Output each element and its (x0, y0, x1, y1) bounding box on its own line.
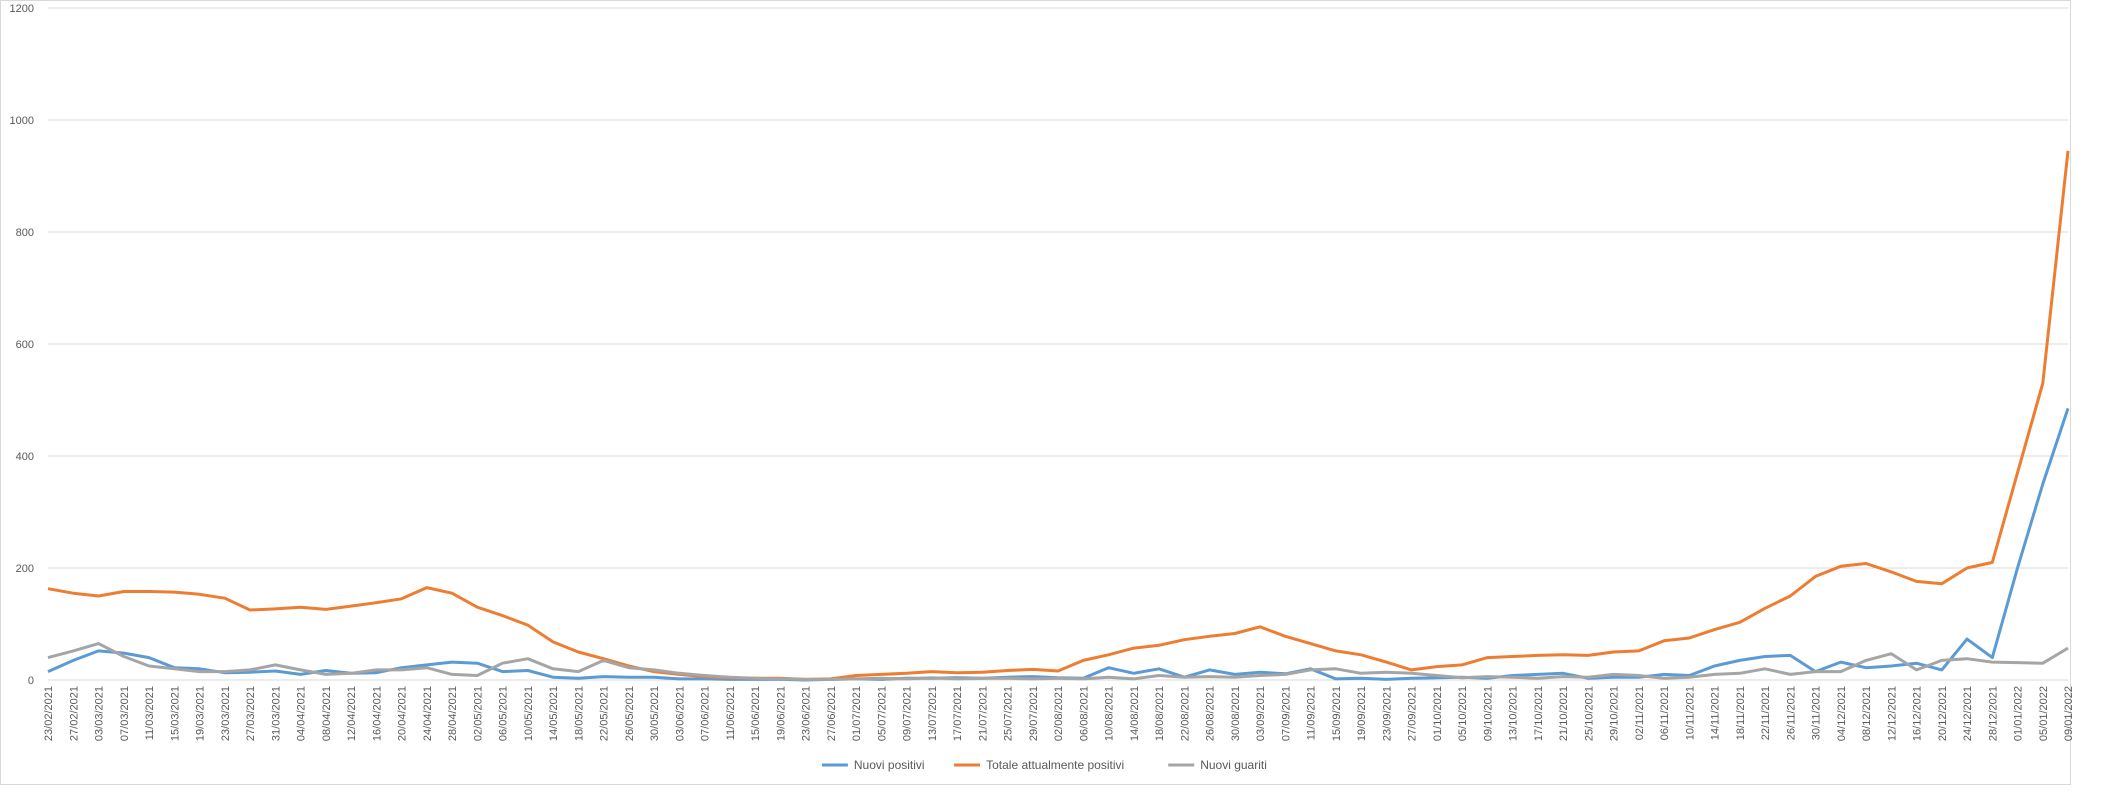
x-tick-label: 06/05/2021 (498, 686, 510, 741)
x-tick-label: 04/04/2021 (296, 686, 308, 741)
x-tick-label: 10/11/2021 (1684, 686, 1696, 740)
y-tick-label: 1000 (10, 115, 34, 127)
series-line (47, 642, 2069, 681)
x-tick-label: 12/12/2021 (1886, 686, 1898, 741)
x-tick-label: 19/09/2021 (1356, 686, 1368, 741)
y-tick-label: 200 (16, 563, 34, 575)
y-tick-label: 0 (28, 675, 34, 687)
x-tick-label: 03/09/2021 (1255, 686, 1267, 741)
x-tick-label: 15/09/2021 (1331, 686, 1343, 741)
x-tick-label: 21/07/2021 (977, 686, 989, 741)
x-tick-label: 25/10/2021 (1583, 686, 1595, 741)
x-tick-label: 07/06/2021 (700, 686, 712, 741)
x-tick-label: 23/09/2021 (1381, 686, 1393, 741)
x-tick-label: 11/03/2021 (144, 686, 156, 740)
x-tick-label: 03/03/2021 (94, 686, 106, 741)
x-tick-label: 10/08/2021 (1104, 686, 1116, 741)
x-tick-label: 24/12/2021 (1962, 686, 1974, 741)
x-tick-label: 22/11/2021 (1760, 686, 1772, 740)
x-tick-label: 13/10/2021 (1508, 686, 1520, 741)
x-tick-label: 01/10/2021 (1432, 686, 1444, 741)
y-tick-label: 1200 (10, 3, 34, 15)
x-tick-label: 29/07/2021 (1028, 686, 1040, 741)
x-tick-label: 22/05/2021 (599, 686, 611, 741)
x-tick-label: 05/10/2021 (1457, 686, 1469, 741)
x-tick-label: 14/08/2021 (1129, 686, 1141, 741)
y-tick-label: 600 (16, 339, 34, 351)
x-tick-label: 17/10/2021 (1533, 686, 1545, 741)
x-tick-label: 04/12/2021 (1836, 686, 1848, 741)
x-tick-label: 17/07/2021 (952, 686, 964, 741)
x-tick-label: 20/04/2021 (397, 686, 409, 741)
x-tick-label: 23/02/2021 (43, 686, 55, 741)
x-tick-label: 29/10/2021 (1609, 686, 1621, 741)
x-tick-label: 14/05/2021 (548, 686, 560, 741)
x-tick-label: 22/08/2021 (1179, 686, 1191, 741)
x-tick-label: 23/03/2021 (220, 686, 232, 741)
x-tick-label: 26/11/2021 (1785, 686, 1797, 740)
x-tick-label: 12/04/2021 (346, 686, 358, 741)
chart-frame (0, 0, 2071, 785)
x-tick-label: 28/04/2021 (447, 686, 459, 741)
x-tick-label: 26/08/2021 (1205, 686, 1217, 741)
x-tick-label: 18/05/2021 (573, 686, 585, 741)
x-tick-label: 27/02/2021 (68, 686, 80, 741)
legend-label: Totale attualmente positivi (986, 758, 1124, 772)
x-tick-label: 08/12/2021 (1861, 686, 1873, 741)
x-tick-label: 26/05/2021 (624, 686, 636, 741)
legend-label: Nuovi positivi (854, 758, 925, 772)
x-tick-label: 25/07/2021 (1003, 686, 1015, 741)
x-tick-label: 09/10/2021 (1482, 686, 1494, 741)
x-tick-label: 01/07/2021 (851, 686, 863, 741)
x-tick-label: 23/06/2021 (801, 686, 813, 741)
x-tick-label: 09/07/2021 (902, 686, 914, 741)
x-tick-label: 05/07/2021 (876, 686, 888, 741)
x-tick-label: 27/09/2021 (1407, 686, 1419, 741)
x-tick-label: 11/09/2021 (1306, 686, 1318, 740)
x-tick-label: 01/01/2022 (2013, 686, 2025, 741)
x-tick-label: 18/08/2021 (1154, 686, 1166, 741)
x-tick-label: 30/11/2021 (1811, 686, 1823, 740)
y-tick-label: 800 (16, 227, 34, 239)
x-tick-label: 07/09/2021 (1280, 686, 1292, 741)
x-tick-label: 08/04/2021 (321, 686, 333, 741)
x-tick-label: 16/04/2021 (371, 686, 383, 741)
x-tick-label: 15/03/2021 (169, 686, 181, 741)
x-tick-label: 11/06/2021 (725, 686, 737, 740)
x-tick-label: 14/11/2021 (1710, 686, 1722, 740)
x-tick-label: 16/12/2021 (1912, 686, 1924, 741)
x-tick-label: 10/05/2021 (523, 686, 535, 741)
x-tick-label: 18/11/2021 (1735, 686, 1747, 740)
x-tick-label: 20/12/2021 (1937, 686, 1949, 741)
x-tick-label: 15/06/2021 (750, 686, 762, 741)
x-tick-label: 30/05/2021 (649, 686, 661, 741)
legend-label: Nuovi guariti (1200, 758, 1267, 772)
x-tick-label: 05/01/2022 (2038, 686, 2050, 741)
series-line (47, 150, 2070, 681)
x-tick-label: 06/11/2021 (1659, 686, 1671, 740)
x-tick-label: 28/12/2021 (1987, 686, 1999, 741)
x-tick-label: 19/06/2021 (775, 686, 787, 741)
x-tick-label: 06/08/2021 (1078, 686, 1090, 741)
x-tick-label: 02/11/2021 (1634, 686, 1646, 740)
x-tick-label: 03/06/2021 (674, 686, 686, 741)
x-tick-label: 02/08/2021 (1053, 686, 1065, 741)
x-tick-label: 27/06/2021 (826, 686, 838, 741)
x-tick-label: 30/08/2021 (1230, 686, 1242, 741)
y-tick-label: 400 (16, 451, 34, 463)
x-tick-label: 24/04/2021 (422, 686, 434, 741)
x-tick-label: 31/03/2021 (270, 686, 282, 741)
x-tick-label: 21/10/2021 (1558, 686, 1570, 741)
x-tick-label: 09/01/2022 (2063, 686, 2075, 741)
x-tick-label: 19/03/2021 (195, 686, 207, 741)
x-tick-label: 27/03/2021 (245, 686, 257, 741)
x-tick-label: 13/07/2021 (927, 686, 939, 741)
x-tick-label: 02/05/2021 (472, 686, 484, 741)
x-tick-label: 07/03/2021 (119, 686, 131, 741)
